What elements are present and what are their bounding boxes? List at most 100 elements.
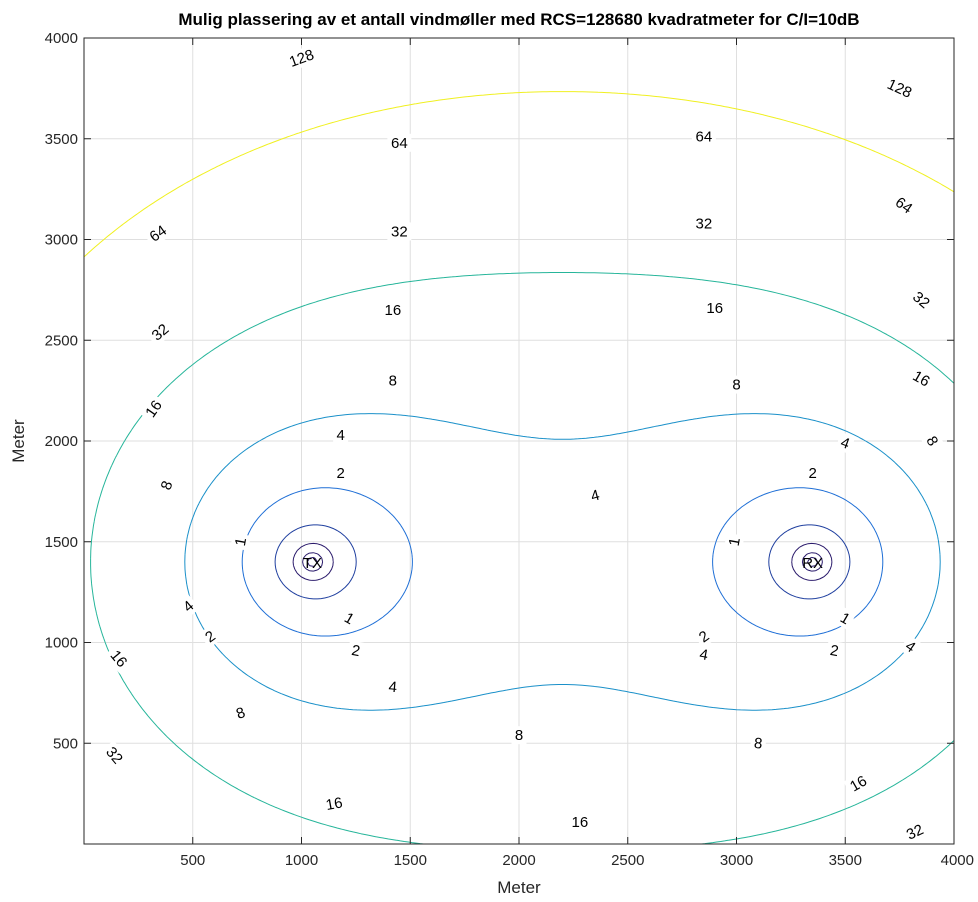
- contour-label-bg: [691, 214, 716, 233]
- contour-label-bg: [729, 375, 744, 394]
- contour-label-bg: [585, 484, 605, 507]
- contour-label-bg: [724, 532, 745, 551]
- contour-label-text: 4: [698, 646, 709, 664]
- contour-label-bg: [99, 740, 130, 771]
- x-tick-label: 3500: [829, 852, 862, 869]
- contour-label-bg: [338, 606, 361, 630]
- contour-label: 8: [385, 371, 401, 390]
- contour-label-bg: [880, 73, 919, 104]
- contour-label: 8: [729, 375, 744, 394]
- contour-label-bg: [145, 317, 176, 347]
- site-label-tx: TX: [303, 555, 322, 572]
- x-tick-label: 4000: [941, 852, 974, 869]
- chart-title: Mulig plassering av et antall vindmøller…: [178, 10, 859, 29]
- y-axis-label: Meter: [9, 419, 28, 463]
- y-tick-label: 4000: [45, 30, 78, 47]
- contour-line-4: [292, 542, 833, 581]
- contour-label: 2: [198, 624, 222, 649]
- contour-label-text: 32: [904, 821, 926, 843]
- contour-label-text: 8: [515, 727, 523, 744]
- contour-label: 32: [900, 818, 930, 846]
- y-tick-label: 2500: [45, 332, 78, 349]
- contour-label-text: 16: [706, 300, 723, 317]
- contour-label: 64: [691, 127, 716, 146]
- contour-label: 32: [99, 740, 130, 771]
- x-tick-label: 2500: [611, 852, 644, 869]
- contour-label-text: 16: [847, 772, 870, 795]
- contour-label-bg: [567, 812, 592, 831]
- contour-label: 4: [585, 484, 605, 507]
- x-tick-label: 1500: [394, 852, 427, 869]
- contour-label: 1: [230, 532, 251, 551]
- contour-label-bg: [155, 475, 178, 496]
- contour-label-text: 64: [696, 129, 713, 146]
- contour-label-bg: [899, 634, 922, 659]
- contour-label-text: 64: [391, 135, 408, 152]
- contour-label-bg: [843, 769, 874, 798]
- contour-label-text: 8: [753, 735, 763, 753]
- axis-ticks: 500 1000 1500 2000 2500 3000 3500 4000 500 1000 15…: [45, 30, 974, 869]
- contour-label-text: 2: [350, 642, 361, 660]
- contour-label: 4: [835, 431, 856, 455]
- contour-label-text: 1: [232, 536, 250, 547]
- contour-label-bg: [104, 643, 134, 674]
- contour-line-64: [90, 272, 955, 845]
- contour-label-bg: [142, 219, 173, 248]
- contour-label: 8: [230, 702, 251, 725]
- contour-label: 64: [142, 219, 173, 248]
- contour-label-bg: [692, 624, 716, 649]
- contour-label: 1: [338, 606, 361, 630]
- y-tick-label: 1000: [45, 635, 78, 652]
- contour-label: 4: [384, 677, 402, 697]
- contour-label-bg: [320, 792, 348, 815]
- contour-label: 2: [346, 640, 365, 661]
- x-tick-label: 2000: [502, 852, 535, 869]
- contour-label-bg: [694, 644, 713, 665]
- contour-label: 4: [694, 644, 713, 665]
- site-markers: TX RX: [303, 555, 823, 572]
- contour-label-bg: [906, 364, 937, 393]
- contour-label-bg: [176, 594, 200, 618]
- contour-label-text: 32: [696, 215, 713, 232]
- contour-label-text: 1: [726, 536, 744, 547]
- contour-label-bg: [139, 393, 168, 424]
- contour-label: 32: [145, 317, 176, 347]
- contour-label-bg: [282, 44, 321, 73]
- contour-label: 1: [834, 606, 857, 630]
- contour-label: 4: [333, 425, 349, 444]
- contour-label-text: 2: [336, 465, 344, 482]
- contour-label-bg: [906, 285, 937, 315]
- contour-label: 32: [387, 222, 412, 241]
- contour-label: 4: [899, 634, 922, 659]
- contour-label-text: 16: [325, 794, 344, 814]
- contour-label-bg: [387, 222, 412, 241]
- contour-label: 8: [511, 726, 527, 745]
- contour-label-bg: [920, 430, 944, 452]
- y-tick-label: 3500: [45, 131, 78, 148]
- contour-label-bg: [749, 733, 767, 753]
- contour-label-text: 16: [385, 302, 402, 319]
- contour-label-text: 16: [910, 367, 933, 390]
- contour-label: 2: [805, 464, 821, 483]
- contour-label: 16: [139, 393, 168, 424]
- contour-line-128: [83, 91, 955, 258]
- y-tick-label: 1500: [45, 534, 78, 551]
- contour-label-bg: [387, 133, 412, 152]
- contour-label-text: 16: [142, 397, 165, 420]
- contour-label-text: 2: [808, 465, 816, 482]
- contour-label: 16: [380, 301, 405, 320]
- contour-label-bg: [346, 640, 365, 661]
- contour-label: 64: [888, 190, 919, 220]
- contour-label: 4: [176, 594, 200, 618]
- grid-lines: [84, 37, 955, 844]
- contour-label-text: 64: [892, 194, 915, 217]
- contour-line-1: [306, 556, 819, 567]
- contour-label: 64: [387, 133, 412, 152]
- contour-label: 2: [692, 624, 716, 649]
- contour-label: 8: [920, 430, 944, 452]
- y-tick-label: 3000: [45, 232, 78, 249]
- contour-label: 1: [724, 532, 745, 551]
- contour-label-text: 2: [829, 642, 840, 660]
